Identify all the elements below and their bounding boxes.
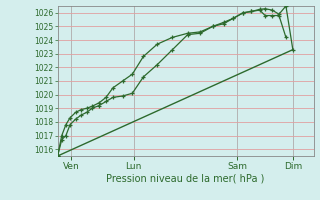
X-axis label: Pression niveau de la mer( hPa ): Pression niveau de la mer( hPa ) bbox=[107, 173, 265, 183]
